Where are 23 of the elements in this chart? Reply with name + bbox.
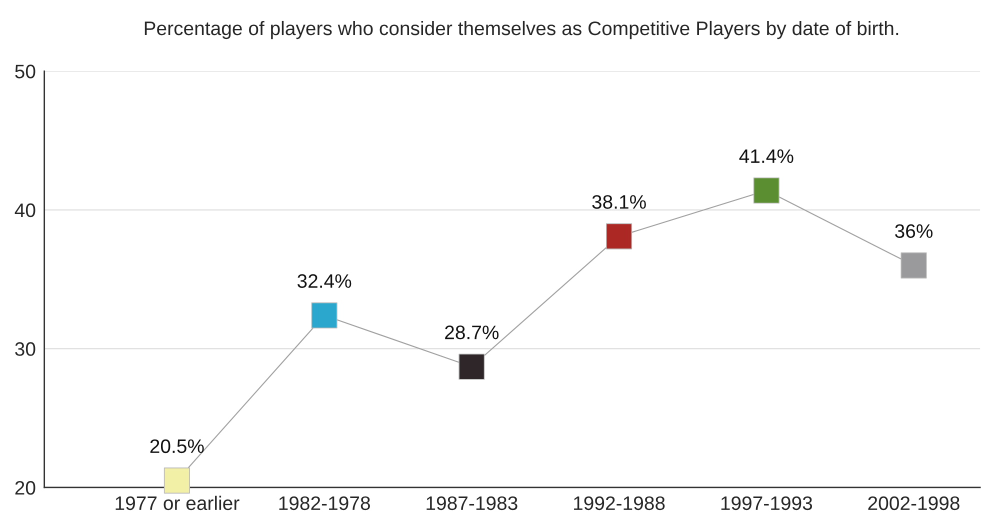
data-label: 32.4%: [297, 274, 352, 288]
y-tick-label: 30: [15, 342, 36, 356]
data-label: 36%: [895, 224, 933, 238]
point: [164, 468, 190, 494]
x-tick-label: 1977 or earlier: [116, 496, 240, 510]
point: [606, 223, 632, 250]
y-tick-label: 20: [15, 480, 36, 495]
x-tick-label: 1992-1988: [574, 496, 665, 510]
data-label: 41.4%: [739, 149, 794, 163]
point: [458, 354, 485, 380]
data-label: 20.5%: [150, 439, 204, 454]
y-tick-label: 40: [14, 203, 36, 218]
x-tick-label: 1987-1983: [426, 496, 518, 510]
data-label: 38.1%: [592, 195, 646, 209]
chart-title: Percentage of players who consider themselves as Competitive Players by date of birth.: [144, 20, 898, 40]
data-label: 28.7%: [445, 326, 499, 340]
x-tick-label: 1982-1978: [279, 496, 370, 510]
y-tick-label: 50: [15, 64, 36, 78]
x-tick-label: 2002-1998: [868, 496, 960, 510]
point: [900, 252, 927, 278]
point: [753, 177, 780, 204]
point: [311, 302, 338, 328]
x-tick-label: 1997-1993: [721, 496, 812, 510]
